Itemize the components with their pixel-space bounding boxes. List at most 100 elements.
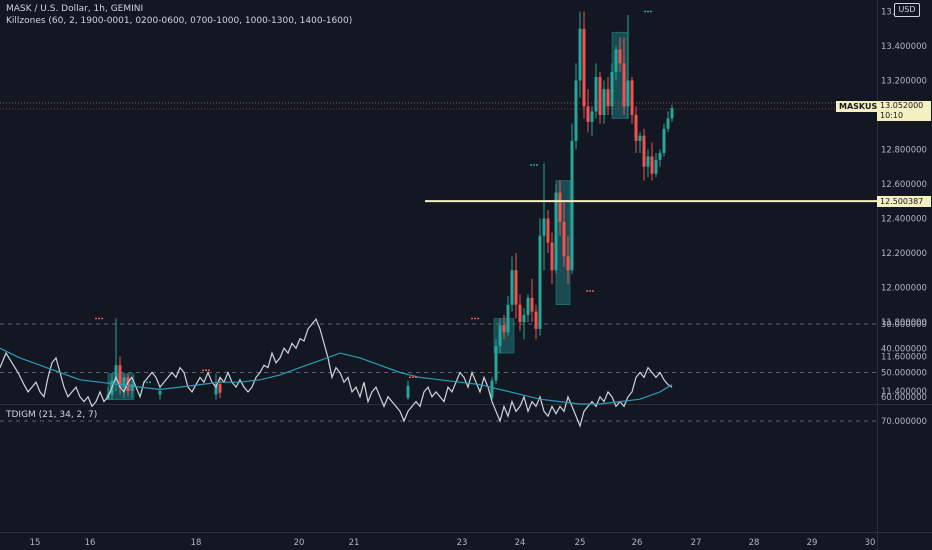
time-tick-label: 28 xyxy=(749,538,760,548)
time-tick-label: 27 xyxy=(691,538,702,548)
price-tick-label: 11.600000 xyxy=(881,353,927,363)
candle-body xyxy=(558,192,562,222)
candle-body xyxy=(654,159,658,174)
candle-body xyxy=(614,49,618,72)
candle-body xyxy=(554,192,558,271)
candle-body xyxy=(214,384,218,395)
candle-down xyxy=(558,180,562,236)
killzone-boxes xyxy=(107,31,629,400)
time-tick-label: 30 xyxy=(865,538,876,548)
tdi-tick-label: 50.000000 xyxy=(881,369,927,379)
candle-up xyxy=(602,80,606,124)
candle-up xyxy=(590,106,594,136)
candle-body xyxy=(518,304,522,322)
time-axis[interactable]: 15 16 18 20 21 23 24 25 26 27 28 29 30 xyxy=(30,538,876,548)
candle-body xyxy=(574,80,578,141)
time-tick-label: 16 xyxy=(85,538,96,548)
candle-up xyxy=(626,14,630,119)
candle-up xyxy=(158,385,162,400)
tdi-tick-label: 40.000000 xyxy=(881,344,927,354)
candle-body xyxy=(638,135,642,141)
candle-up xyxy=(538,218,542,336)
time-tick-label: 15 xyxy=(30,538,41,548)
candle-body xyxy=(570,140,574,271)
price-tick-label: 11.800000 xyxy=(881,318,927,328)
candle-body xyxy=(582,28,586,107)
candles xyxy=(106,11,674,400)
candle-up xyxy=(662,123,666,157)
candle-body xyxy=(494,346,498,381)
candle-up xyxy=(670,104,674,122)
time-tick-label: 18 xyxy=(191,538,202,548)
price-lines xyxy=(0,102,877,203)
candle-body xyxy=(586,106,590,122)
candle-up xyxy=(574,63,578,150)
candle-body xyxy=(122,377,126,388)
candle-up xyxy=(526,294,530,322)
candle-up xyxy=(406,380,410,400)
candle-down xyxy=(650,142,654,181)
price-tick-label: 12.400000 xyxy=(881,215,927,225)
price-tick-label: 13.6 xyxy=(881,8,900,18)
candle-body xyxy=(546,218,550,243)
time-tick-label: 21 xyxy=(349,538,360,548)
candle-down xyxy=(518,294,522,331)
killzones-legend[interactable]: Killzones (60, 2, 1900-0001, 0200-0600, … xyxy=(6,16,353,26)
tdi-tick-label: 30.000000 xyxy=(881,320,927,330)
symbol-title[interactable]: MASK / U.S. Dollar, 1h, GEMINI xyxy=(6,4,144,14)
candle-body xyxy=(502,325,506,333)
level-price-badge: 12.500387 xyxy=(877,196,931,207)
price-tick-label: 12.200000 xyxy=(881,249,927,259)
candle-body xyxy=(598,77,602,115)
current-price-badge: 13.052000 10:10 xyxy=(877,101,931,121)
candle-body xyxy=(490,380,494,398)
candle-down xyxy=(598,71,602,124)
time-tick-label: 25 xyxy=(575,538,586,548)
candle-body xyxy=(514,270,518,305)
candle-body xyxy=(130,384,134,391)
candle-body xyxy=(498,325,502,347)
candle-up xyxy=(646,149,650,178)
price-tick-label: 12.800000 xyxy=(881,146,927,156)
candle-up xyxy=(658,149,662,167)
candle-up xyxy=(610,63,614,115)
candle-body xyxy=(634,115,638,141)
candle-down xyxy=(586,89,590,133)
candle-down xyxy=(126,373,130,397)
time-tick-label: 24 xyxy=(515,538,526,548)
tdi-slow-line xyxy=(0,347,673,405)
price-tick-label: 13.400000 xyxy=(881,42,927,52)
candle-down xyxy=(634,106,638,153)
price-tick-label: 12.600000 xyxy=(881,180,927,190)
candle-body xyxy=(566,256,570,271)
candle-body xyxy=(642,135,646,167)
price-axis[interactable]: 11.400000 11.600000 11.800000 12.000000 12.2… xyxy=(881,8,927,428)
candle-up xyxy=(638,132,642,153)
candle-body xyxy=(626,80,630,107)
candle-body xyxy=(658,152,662,160)
candle-body xyxy=(538,235,542,329)
candle-body xyxy=(606,89,610,107)
currency-button[interactable]: USD xyxy=(894,3,920,17)
candle-body xyxy=(650,156,654,174)
tdi-tick-label: 60.000000 xyxy=(881,393,927,403)
candle-up xyxy=(666,111,670,133)
candle-body xyxy=(118,365,122,388)
price-tick-label: 11.400000 xyxy=(881,387,927,397)
candle-body xyxy=(590,111,594,122)
tdi-legend[interactable]: TDIGM (21, 34, 2, 7) xyxy=(6,410,98,420)
time-tick-label: 29 xyxy=(807,538,818,548)
candle-body xyxy=(218,384,222,393)
candle-up xyxy=(594,63,598,119)
tdi-subpanel xyxy=(0,317,877,428)
candle-up xyxy=(542,163,546,271)
candle-down xyxy=(630,77,634,124)
candle-down xyxy=(562,201,566,267)
candle-down xyxy=(550,232,554,285)
candle-up xyxy=(490,377,494,400)
time-tick-label: 20 xyxy=(294,538,305,548)
candle-down xyxy=(534,304,538,340)
candle-up xyxy=(510,256,514,312)
